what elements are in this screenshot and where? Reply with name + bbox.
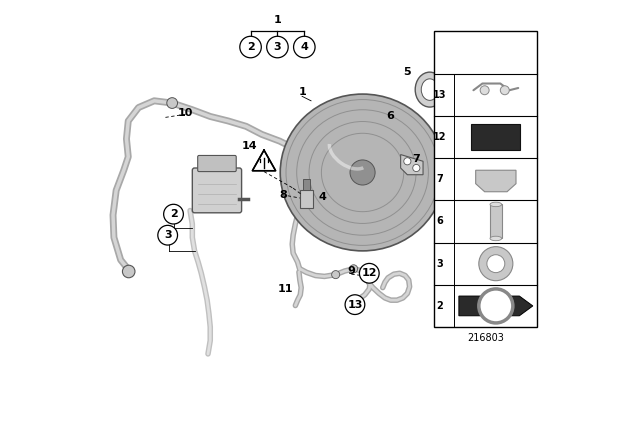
Text: 2: 2 — [170, 209, 177, 219]
Polygon shape — [459, 296, 533, 316]
Polygon shape — [476, 170, 516, 192]
Text: 13: 13 — [433, 90, 447, 100]
Circle shape — [349, 265, 358, 273]
Polygon shape — [252, 150, 276, 171]
Text: 13: 13 — [348, 300, 363, 310]
Text: 7: 7 — [436, 174, 444, 184]
Circle shape — [267, 36, 288, 58]
Bar — [471, 125, 520, 150]
Circle shape — [404, 158, 411, 165]
Circle shape — [479, 289, 513, 323]
FancyBboxPatch shape — [198, 155, 236, 172]
Text: 7: 7 — [412, 154, 420, 164]
Bar — [435, 31, 538, 327]
Circle shape — [413, 164, 420, 172]
Text: 12: 12 — [433, 132, 447, 142]
Text: 6: 6 — [436, 216, 444, 226]
Text: 4: 4 — [300, 42, 308, 52]
Circle shape — [167, 98, 177, 108]
Circle shape — [332, 271, 340, 279]
Text: 1: 1 — [273, 15, 282, 25]
Circle shape — [500, 86, 509, 95]
Text: 9: 9 — [348, 266, 355, 276]
Text: 4: 4 — [318, 192, 326, 202]
Text: 11: 11 — [278, 284, 293, 294]
Text: 3: 3 — [164, 230, 172, 240]
Circle shape — [158, 225, 177, 245]
Circle shape — [487, 255, 505, 273]
Text: 3: 3 — [436, 258, 444, 269]
Circle shape — [479, 247, 513, 281]
Ellipse shape — [490, 202, 502, 207]
Circle shape — [360, 263, 379, 283]
Bar — [470, 161, 479, 184]
Text: 216803: 216803 — [467, 333, 504, 343]
Text: 1: 1 — [298, 87, 306, 97]
Text: 10: 10 — [178, 108, 193, 118]
Text: 2: 2 — [246, 42, 255, 52]
Text: 3: 3 — [274, 42, 281, 52]
Circle shape — [164, 204, 184, 224]
Ellipse shape — [350, 160, 375, 185]
Text: 6: 6 — [387, 112, 394, 121]
Ellipse shape — [421, 79, 438, 100]
Circle shape — [294, 36, 315, 58]
Text: 2: 2 — [436, 301, 444, 311]
Text: 8: 8 — [280, 190, 287, 200]
Ellipse shape — [415, 72, 444, 107]
Text: 5: 5 — [404, 67, 411, 77]
Circle shape — [345, 295, 365, 314]
Text: 14: 14 — [241, 142, 257, 151]
Bar — [490, 204, 502, 238]
Circle shape — [240, 36, 261, 58]
Bar — [303, 179, 310, 190]
Bar — [300, 190, 314, 208]
Text: 12: 12 — [362, 268, 377, 278]
Ellipse shape — [280, 94, 445, 251]
Ellipse shape — [490, 236, 502, 241]
Circle shape — [122, 265, 135, 278]
Circle shape — [480, 86, 489, 95]
FancyBboxPatch shape — [192, 168, 242, 213]
Polygon shape — [401, 155, 423, 175]
